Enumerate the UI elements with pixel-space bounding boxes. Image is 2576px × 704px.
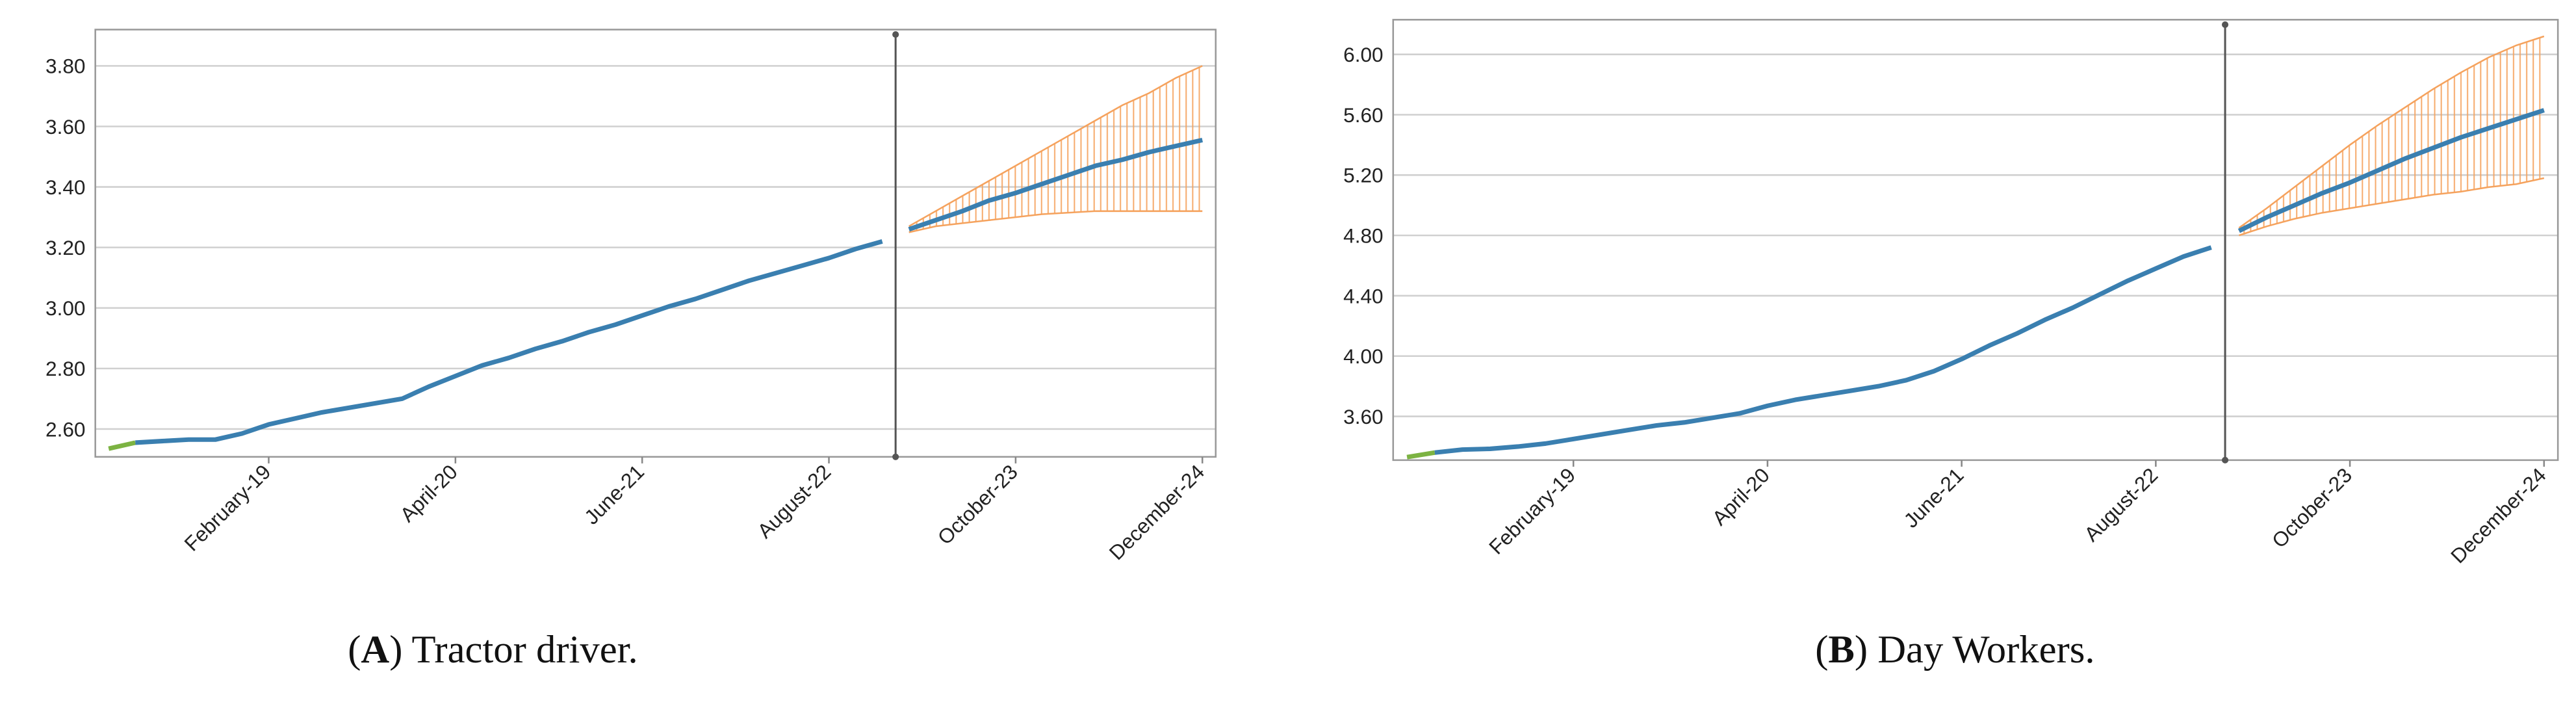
y-tick-label: 3.20 [45,236,86,259]
forecast-upper [2238,35,2545,229]
caption-part: ( [348,628,361,671]
divider-cap [892,453,899,460]
series-line [108,440,136,451]
y-tick-label: 6.00 [1343,43,1383,66]
x-tick-label: October-23 [2267,463,2356,553]
forecast-lower [2238,177,2545,237]
chart: 2.60 2.80 3.00 3.20 3.40 3.60 3.80 February-19 A… [45,29,1217,671]
y-tick-label: 3.60 [45,115,86,138]
x-tick-label: August-22 [2080,463,2162,546]
y-tick-label: 4.40 [1343,284,1383,307]
y-tick-label: 3.80 [45,55,86,78]
divider-cap [892,31,899,38]
y-tick-label: 4.80 [1343,224,1383,248]
y-tick-label: 5.20 [1343,164,1383,187]
caption-part: ) Tractor driver. [389,628,638,671]
x-tick-label: April-20 [395,460,461,527]
x-tick-label: April-20 [1707,463,1773,530]
y-tick-label: 3.40 [45,176,86,199]
forecast-line [2237,108,2545,233]
y-tick-label: 2.80 [45,357,86,380]
x-tick-label: December-24 [1104,460,1209,565]
y-tick-label: 2.60 [45,417,86,441]
x-tick-label: August-22 [753,460,835,543]
y-tick-label: 3.60 [1343,405,1383,428]
series-line [1406,450,1436,460]
caption-part: B [1828,628,1854,671]
series-line [135,239,883,445]
x-tick-label: December-24 [2446,463,2551,568]
divider-cap [2221,456,2229,463]
y-tick-label: 5.60 [1343,103,1383,127]
x-tick-label: June-21 [1899,463,1968,532]
series-line [1434,245,2212,455]
x-tick-label: February-19 [1484,463,1580,559]
divider-cap [2221,21,2229,28]
chart: 3.60 4.00 4.40 4.80 5.20 5.60 6.00 February-19 A… [1343,19,2559,671]
y-tick-label: 4.00 [1343,345,1383,368]
forecast-band-fill [2239,36,2544,236]
caption-part: A [361,628,389,671]
caption-part: ( [1815,628,1828,671]
forecast-upper [908,65,1203,228]
caption: (A) Tractor driver. [348,628,638,671]
forecast-band-fill [908,66,1203,233]
x-tick-label: February-19 [179,460,275,556]
x-tick-label: October-23 [933,460,1022,549]
plot-frame [94,29,1217,458]
plot-frame [1392,19,2559,462]
caption: (B) Day Workers. [1815,628,2094,671]
forecast-line [908,137,1204,232]
forecast-lower [908,210,1203,233]
caption-part: ) Day Workers. [1855,628,2095,671]
x-tick-label: June-21 [580,460,649,529]
y-tick-label: 3.00 [45,296,86,320]
